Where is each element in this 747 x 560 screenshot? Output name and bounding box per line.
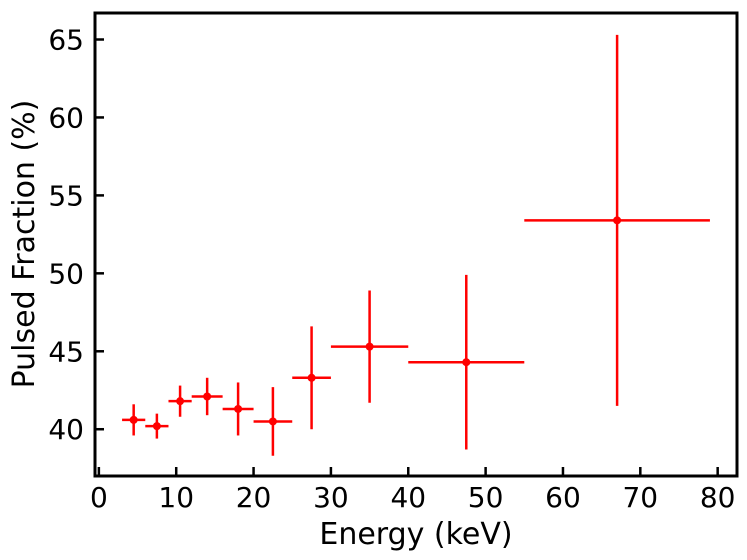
data-point	[292, 326, 331, 430]
x-tick-label: 10	[158, 481, 194, 514]
axis-ticks: 0 10 20 30 40 50 60 70 80 40 45 50 55 60 65	[48, 24, 735, 514]
data-points	[122, 34, 710, 456]
point-marker	[234, 404, 243, 413]
x-tick-label: 60	[545, 481, 581, 514]
y-tick-label: 50	[48, 257, 84, 290]
x-tick-label: 0	[90, 481, 108, 514]
plot-frame	[93, 11, 739, 478]
point-marker	[176, 397, 185, 406]
point-marker	[203, 392, 212, 401]
point-marker	[365, 342, 374, 351]
data-point	[168, 385, 192, 417]
y-tick-label: 65	[48, 24, 84, 57]
x-tick-label: 40	[390, 481, 426, 514]
data-point	[408, 274, 525, 450]
data-point	[222, 382, 254, 436]
point-marker	[613, 216, 622, 225]
y-tick-label: 60	[48, 101, 84, 134]
x-tick-label: 80	[700, 481, 736, 514]
x-tick-label: 20	[236, 481, 272, 514]
y-tick-label: 45	[48, 335, 84, 368]
x-tick-label: 30	[313, 481, 349, 514]
data-point	[253, 387, 293, 456]
y-tick-label: 40	[48, 413, 84, 446]
point-marker	[152, 422, 161, 431]
x-tick-label: 70	[622, 481, 658, 514]
data-point	[191, 377, 223, 416]
x-axis-label: Energy (keV)	[319, 517, 512, 552]
data-point	[145, 413, 169, 439]
data-point	[330, 290, 409, 403]
point-marker	[462, 358, 471, 367]
point-marker	[129, 415, 138, 424]
data-point	[122, 404, 146, 436]
data-point	[524, 34, 710, 406]
y-tick-label: 55	[48, 179, 84, 212]
y-axis-label: Pulsed Fraction (%)	[7, 100, 42, 389]
x-tick-label: 50	[468, 481, 504, 514]
point-marker	[307, 373, 316, 382]
point-marker	[268, 417, 277, 426]
